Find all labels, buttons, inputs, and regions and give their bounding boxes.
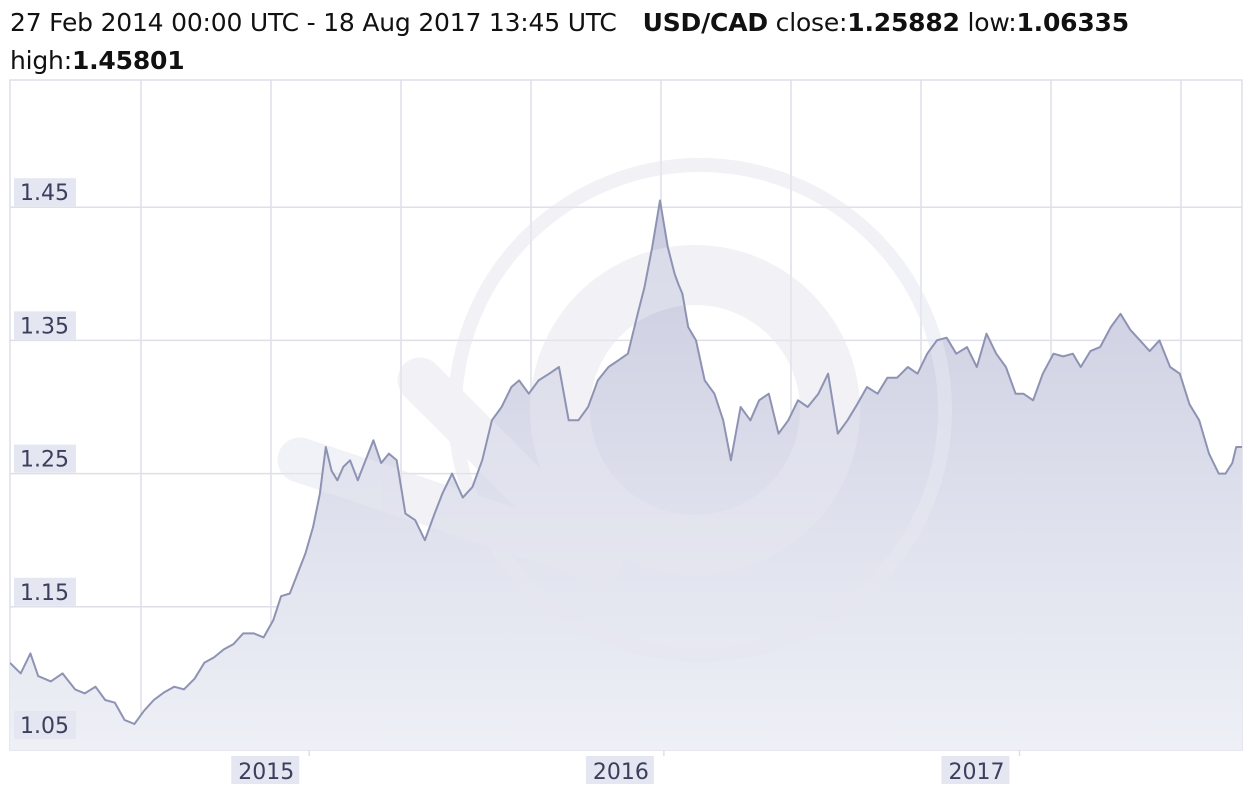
y-tick-label: 1.35 xyxy=(20,314,69,339)
y-tick-label: 1.45 xyxy=(20,181,69,206)
x-tick-bg xyxy=(585,756,654,784)
date-range: 27 Feb 2014 00:00 UTC - 18 Aug 2017 13:4… xyxy=(10,8,617,37)
price-line xyxy=(10,199,1242,725)
y-tick-bg xyxy=(14,711,76,740)
close-label: close: xyxy=(775,8,848,37)
x-tick-label: 2017 xyxy=(949,760,1005,785)
y-tick-bg xyxy=(14,444,76,473)
y-tick-label: 1.25 xyxy=(20,448,69,473)
price-area xyxy=(10,200,1242,750)
y-tick-bg xyxy=(14,311,76,340)
y-tick-label: 1.05 xyxy=(20,714,69,739)
y-tick-bg xyxy=(14,178,76,207)
x-tick-bg xyxy=(231,756,300,784)
low-label: low: xyxy=(967,8,1017,37)
y-tick: 1.35 xyxy=(14,311,76,340)
y-tick: 1.45 xyxy=(14,178,76,207)
x-tick: 2015 xyxy=(231,750,311,785)
x-tick: 2017 xyxy=(941,750,1021,785)
x-tick: 2016 xyxy=(585,750,665,785)
chart-header: 27 Feb 2014 00:00 UTC - 18 Aug 2017 13:4… xyxy=(10,4,1240,80)
series-line xyxy=(10,199,1242,725)
y-tick-bg xyxy=(14,577,76,606)
x-tick-bg xyxy=(941,756,1010,784)
high-value: 1.45801 xyxy=(71,46,185,75)
low-value: 1.06335 xyxy=(1016,8,1129,37)
y-tick: 1.25 xyxy=(14,444,76,473)
series-area xyxy=(10,200,1242,750)
currency-pair: USD/CAD xyxy=(642,8,768,37)
x-tick-label: 2016 xyxy=(593,760,649,785)
watermark-logo xyxy=(277,158,952,662)
high-label: high: xyxy=(10,46,72,75)
y-tick: 1.05 xyxy=(14,711,76,740)
x-axis: 2015 2016 2017 xyxy=(231,750,1021,785)
close-value: 1.25882 xyxy=(847,8,960,37)
y-axis: 1.05 1.15 1.25 1.35 1.45 xyxy=(14,178,76,740)
y-tick-label: 1.15 xyxy=(20,581,69,606)
y-tick: 1.15 xyxy=(14,577,76,606)
x-tick-label: 2015 xyxy=(238,760,294,785)
